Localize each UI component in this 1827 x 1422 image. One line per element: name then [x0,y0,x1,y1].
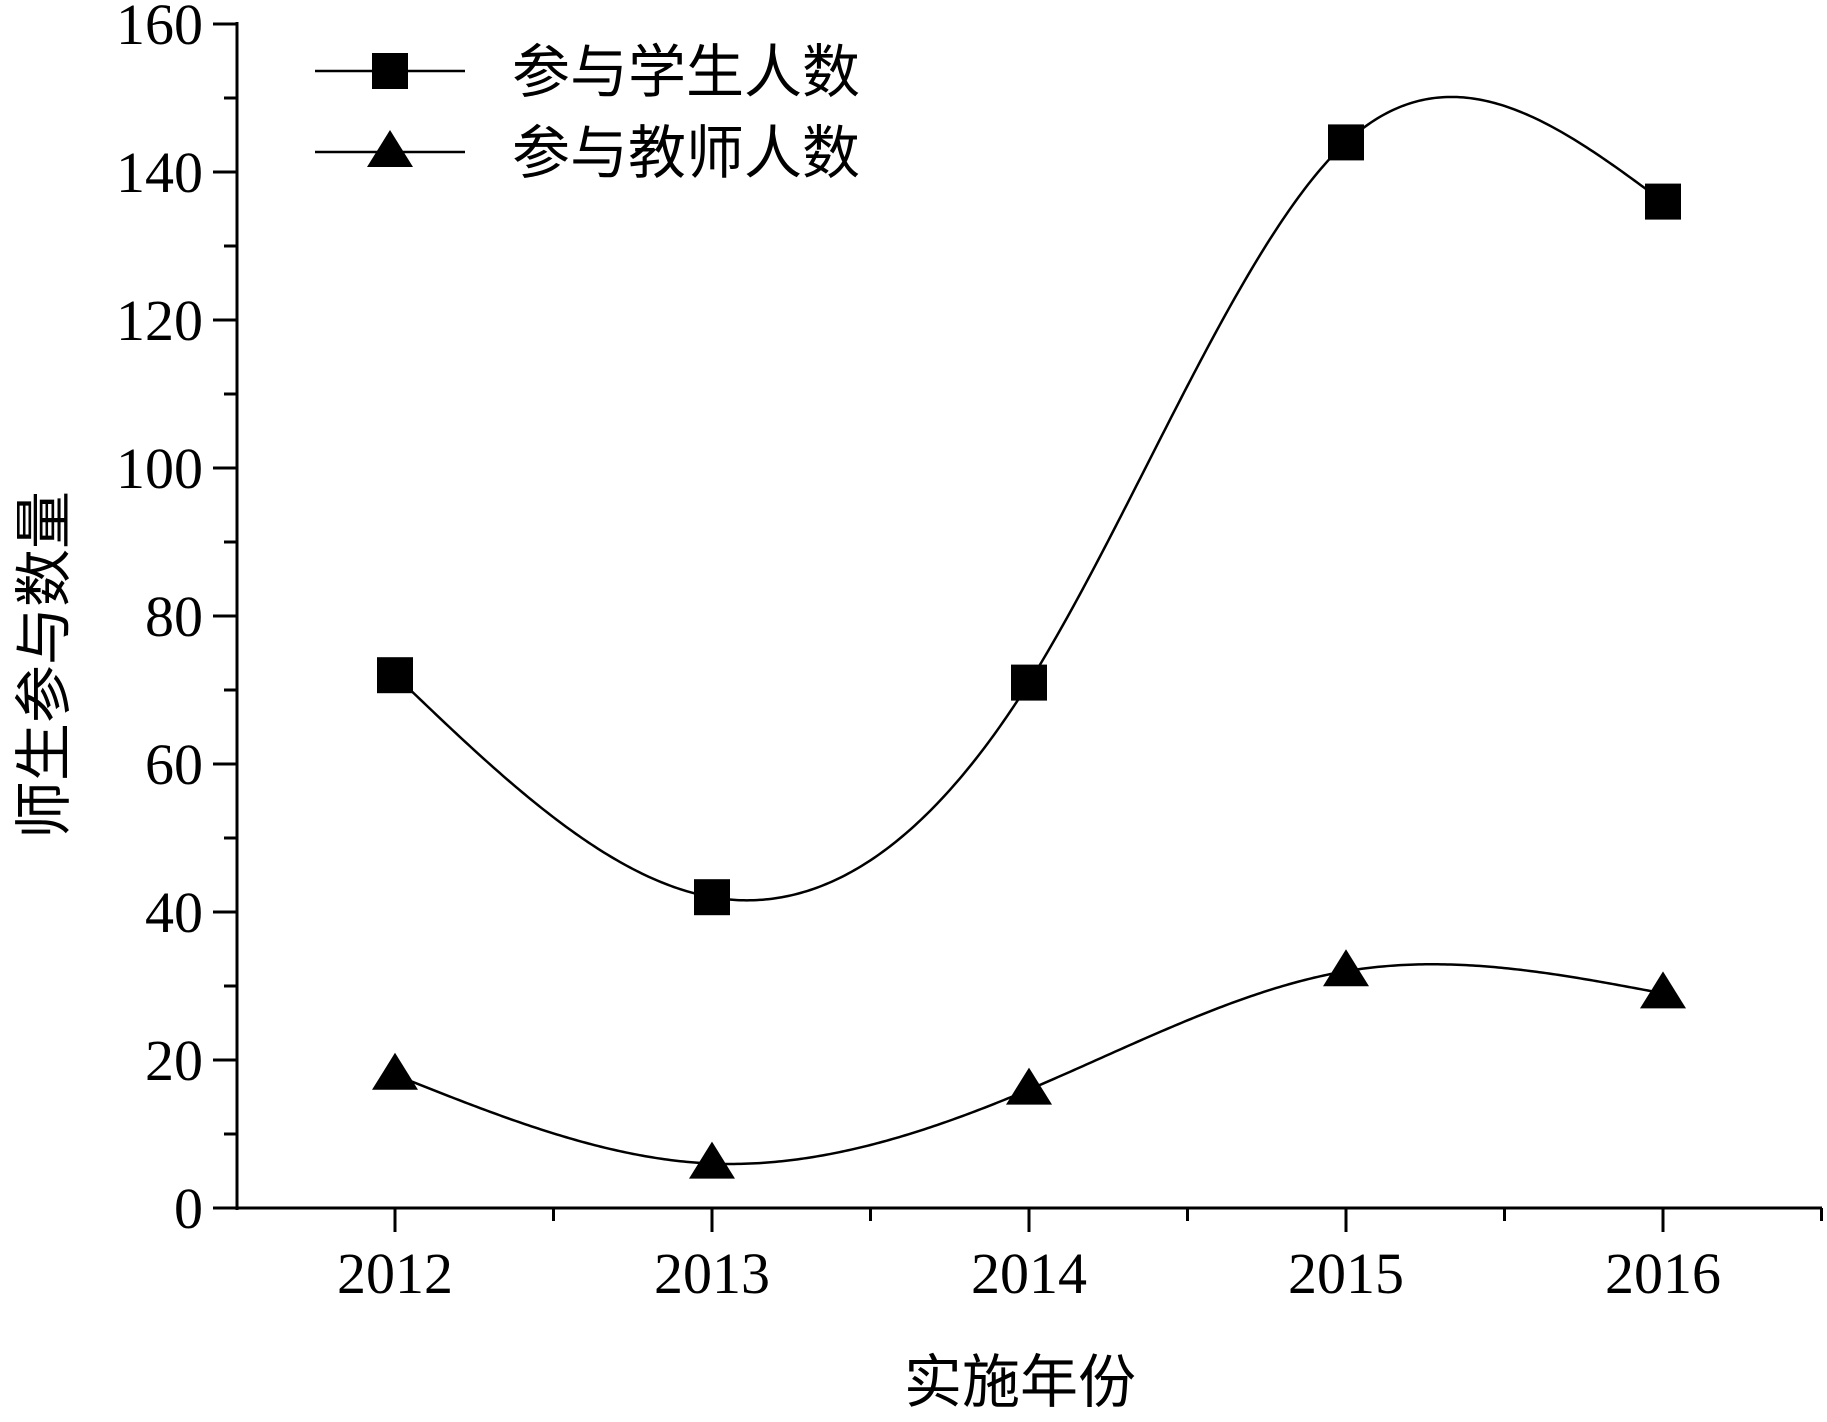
x-tick-label: 2013 [654,1241,770,1306]
x-tick-label: 2012 [337,1241,453,1306]
series-students [377,95,1681,916]
series-line [394,963,1664,1166]
data-point-square [1645,183,1681,220]
legend-label-students: 参与学生人数 [512,38,860,106]
legend: 参与学生人数 参与教师人数 [315,38,860,187]
y-tick-label: 120 [116,288,203,353]
axes: 0 20 40 60 80 100 120 140 160 2012 2013 2014 2015 201… [116,0,1823,1306]
data-point-square [694,879,730,916]
x-tick-label: 2016 [1605,1241,1721,1306]
data-point-square [377,657,413,694]
x-tick-label: 2014 [971,1241,1087,1306]
data-point-triangle [1006,1067,1052,1105]
x-axis-title: 实施年份 [904,1348,1136,1416]
y-tick-label: 100 [116,436,203,501]
data-point-square [1328,124,1364,161]
data-point-triangle [372,1052,418,1090]
series-line [394,95,1664,902]
y-tick-label: 40 [145,880,203,945]
y-tick-label: 80 [145,584,203,649]
data-point-square [1011,664,1047,701]
data-point-triangle [1323,949,1369,987]
legend-label-teachers: 参与教师人数 [512,119,860,187]
legend-triangle-marker [367,130,413,167]
x-tick-label: 2015 [1288,1241,1404,1306]
data-point-triangle [1640,971,1686,1009]
y-tick-label: 0 [174,1176,203,1241]
y-tick-label: 140 [116,140,203,205]
data-point-triangle [689,1141,735,1179]
legend-square-marker [372,53,408,89]
y-tick-label: 20 [145,1028,203,1093]
y-tick-label: 60 [145,732,203,797]
y-tick-label: 160 [116,0,203,57]
series-layer [372,95,1686,1179]
series-teachers [372,949,1686,1179]
y-axis-title: 师生参与数量 [10,491,78,839]
